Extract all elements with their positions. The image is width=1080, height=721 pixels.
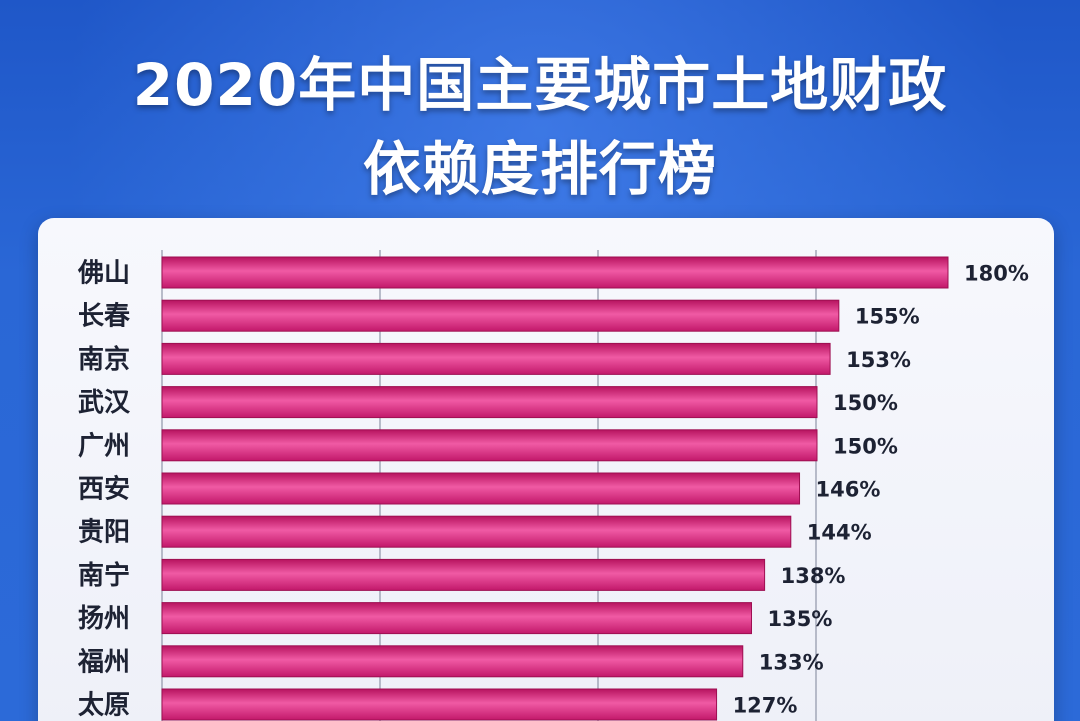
- value-label: 150%: [833, 391, 898, 415]
- category-label: 佛山: [77, 259, 130, 289]
- value-label: 133%: [759, 650, 824, 674]
- bar: [161, 429, 818, 462]
- bar: [161, 386, 818, 419]
- bar: [161, 299, 840, 332]
- category-label: 广州: [78, 431, 130, 461]
- category-label: 武汉: [78, 388, 131, 418]
- chart-title-line2: 依赖度排行榜: [362, 135, 717, 203]
- value-label: 180%: [964, 262, 1029, 286]
- value-label: 153%: [846, 348, 911, 372]
- value-label: 144%: [807, 521, 872, 545]
- bars: [161, 256, 949, 721]
- category-label: 太原: [78, 691, 130, 721]
- labels: 佛山 180% 长春 155% 南京 153% 武汉 150% 广州 150% 西安 146% 贵阳 14…: [77, 259, 1029, 721]
- bar: [161, 688, 718, 721]
- bar: [161, 558, 766, 591]
- category-label: 扬州: [78, 604, 130, 634]
- value-label: 146%: [816, 478, 881, 502]
- bar: [161, 472, 801, 505]
- bar: [161, 645, 744, 678]
- category-label: 南宁: [78, 560, 130, 591]
- category-label: 南京: [78, 344, 130, 375]
- bar: [161, 515, 792, 548]
- bar: [161, 256, 949, 289]
- category-label: 福州: [77, 647, 130, 677]
- category-label: 贵阳: [78, 518, 130, 548]
- chart-title-line1: 2020年中国主要城市土地财政: [132, 51, 948, 119]
- value-label: 135%: [768, 607, 833, 631]
- value-label: 155%: [855, 305, 920, 329]
- category-label: 长春: [78, 302, 130, 332]
- value-label: 138%: [781, 564, 846, 588]
- category-label: 西安: [78, 475, 130, 505]
- bar: [161, 342, 831, 375]
- value-label: 150%: [833, 434, 898, 458]
- value-label: 127%: [733, 694, 798, 718]
- bar: [161, 602, 752, 635]
